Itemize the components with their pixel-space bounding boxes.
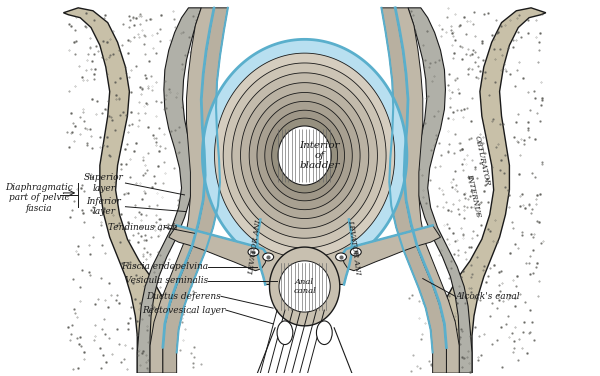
Text: Inferior
layer: Inferior layer <box>86 197 121 217</box>
Text: Ductus deferens: Ductus deferens <box>146 292 221 301</box>
Polygon shape <box>395 8 459 373</box>
Polygon shape <box>64 8 169 373</box>
Text: Tendinous arch: Tendinous arch <box>108 223 178 232</box>
Ellipse shape <box>248 248 259 256</box>
Polygon shape <box>163 8 228 373</box>
Polygon shape <box>137 8 201 373</box>
Text: OBTURATOR: OBTURATOR <box>473 135 491 186</box>
Polygon shape <box>257 102 352 210</box>
Polygon shape <box>257 220 352 285</box>
Text: Rectovesical layer: Rectovesical layer <box>143 306 226 315</box>
Polygon shape <box>150 8 214 373</box>
Polygon shape <box>202 39 407 272</box>
Text: Interior
of
bladder: Interior of bladder <box>299 141 340 170</box>
Ellipse shape <box>316 321 332 344</box>
Text: Anal
canal: Anal canal <box>293 278 316 295</box>
Text: Alcock's canal: Alcock's canal <box>455 292 520 301</box>
Text: INTERNUS: INTERNUS <box>466 172 482 217</box>
Ellipse shape <box>335 253 346 261</box>
Text: Vesicula seminalis: Vesicula seminalis <box>125 276 208 285</box>
Polygon shape <box>408 8 472 373</box>
Text: LEVATOR ANI: LEVATOR ANI <box>346 219 362 275</box>
Polygon shape <box>440 8 546 373</box>
Ellipse shape <box>263 253 274 261</box>
Polygon shape <box>279 261 330 312</box>
Ellipse shape <box>350 248 361 256</box>
Polygon shape <box>278 126 331 185</box>
Polygon shape <box>232 73 377 238</box>
Polygon shape <box>241 83 369 228</box>
Text: Diaphragmatic
part of pelvic
fascia: Diaphragmatic part of pelvic fascia <box>5 183 73 213</box>
Polygon shape <box>272 118 338 193</box>
Text: LEVATOR ANI: LEVATOR ANI <box>248 219 263 275</box>
Text: Superior
layer: Superior layer <box>84 173 124 193</box>
Polygon shape <box>342 226 440 271</box>
Polygon shape <box>249 92 360 218</box>
Polygon shape <box>215 53 395 258</box>
Ellipse shape <box>277 321 293 344</box>
Polygon shape <box>269 247 340 326</box>
Polygon shape <box>382 8 446 373</box>
Text: Fascia endopelvina: Fascia endopelvina <box>121 262 208 271</box>
Polygon shape <box>169 226 267 271</box>
Polygon shape <box>265 110 344 201</box>
Polygon shape <box>278 126 331 185</box>
Polygon shape <box>223 63 386 248</box>
